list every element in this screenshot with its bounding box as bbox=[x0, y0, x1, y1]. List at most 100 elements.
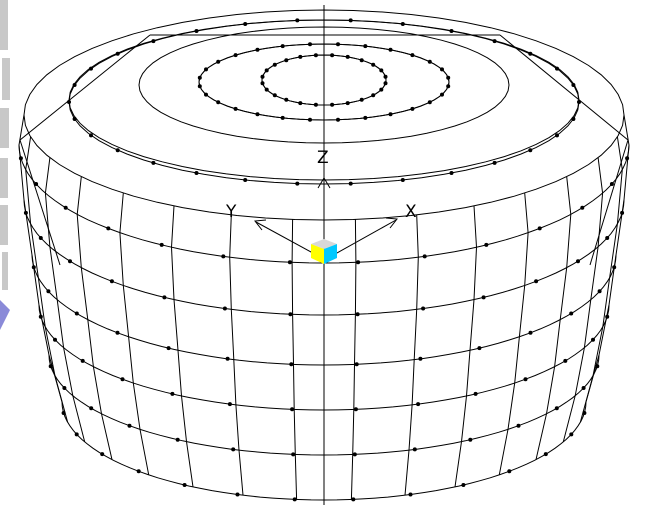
mesh-node bbox=[569, 311, 574, 316]
mesh-node bbox=[371, 62, 376, 67]
mesh-node bbox=[115, 51, 120, 56]
mesh-node bbox=[345, 101, 350, 106]
cube-icon bbox=[311, 239, 337, 264]
mesh-node bbox=[440, 92, 444, 97]
mesh-node bbox=[492, 160, 497, 165]
mesh-node bbox=[449, 171, 454, 175]
mesh-node bbox=[74, 432, 79, 437]
mesh-node bbox=[591, 337, 595, 342]
mesh-node bbox=[581, 386, 586, 390]
mesh-node bbox=[298, 54, 303, 59]
mesh-node bbox=[89, 66, 93, 71]
mesh-node bbox=[446, 75, 451, 80]
mesh-node bbox=[427, 59, 432, 64]
mesh-node bbox=[528, 51, 533, 56]
mesh-node bbox=[284, 97, 289, 102]
mesh-node bbox=[620, 210, 625, 215]
side-meridian bbox=[404, 214, 419, 496]
mesh-node bbox=[554, 406, 559, 411]
mesh-node bbox=[379, 87, 384, 92]
mesh-node bbox=[62, 386, 67, 390]
mesh-node bbox=[388, 112, 393, 117]
mesh-node bbox=[516, 423, 521, 428]
mesh-node bbox=[422, 254, 427, 259]
mesh-node bbox=[421, 306, 426, 311]
mesh-node bbox=[528, 148, 533, 153]
mesh-node bbox=[371, 93, 376, 98]
mesh-node bbox=[170, 391, 175, 396]
mesh-node bbox=[72, 83, 77, 87]
mesh-node bbox=[543, 452, 548, 457]
rim-brace-left-1 bbox=[19, 34, 151, 141]
rim-brace-left-2 bbox=[19, 139, 61, 266]
mesh-node bbox=[477, 346, 482, 351]
mesh-node bbox=[72, 117, 77, 121]
mesh-node bbox=[363, 115, 368, 120]
mesh-node bbox=[227, 402, 232, 407]
mesh-node bbox=[204, 67, 208, 72]
mesh-node bbox=[89, 133, 93, 138]
mesh-node bbox=[484, 242, 489, 247]
mesh-node bbox=[295, 18, 300, 23]
mesh-node bbox=[418, 356, 423, 361]
mesh-node bbox=[197, 75, 202, 80]
side-meridian bbox=[585, 114, 630, 403]
side-meridian bbox=[498, 192, 529, 475]
mesh-node bbox=[388, 47, 393, 52]
mesh-node bbox=[609, 182, 614, 186]
mesh-node bbox=[216, 100, 221, 105]
mesh-node bbox=[625, 156, 630, 161]
side-meridian bbox=[76, 176, 113, 460]
mesh-node bbox=[197, 84, 202, 89]
x-axis-line bbox=[327, 219, 397, 259]
mesh-node bbox=[379, 68, 384, 73]
mesh-node bbox=[31, 265, 36, 270]
mesh-node bbox=[23, 210, 28, 215]
mesh-node bbox=[280, 115, 285, 120]
mesh-node bbox=[159, 242, 164, 247]
mesh-node bbox=[289, 362, 294, 367]
mesh-node bbox=[63, 205, 68, 210]
mesh-node bbox=[287, 260, 292, 265]
mesh-node bbox=[264, 87, 269, 92]
mesh-node bbox=[18, 156, 23, 161]
mesh-node bbox=[89, 406, 94, 411]
mesh-node bbox=[363, 44, 368, 49]
mesh-node bbox=[100, 452, 105, 457]
mesh-node bbox=[74, 311, 79, 316]
mesh-node bbox=[166, 346, 171, 351]
mesh-node bbox=[233, 53, 238, 58]
mesh-node bbox=[446, 84, 451, 89]
mesh-node bbox=[291, 452, 296, 457]
mesh-node bbox=[355, 312, 360, 317]
mesh-node bbox=[569, 432, 574, 437]
mesh-node bbox=[175, 437, 180, 442]
mesh-node bbox=[481, 295, 486, 300]
mesh-node bbox=[216, 59, 221, 64]
rim-brace-right-2 bbox=[589, 139, 629, 266]
mesh-node bbox=[284, 58, 289, 63]
mesh-node bbox=[571, 117, 576, 121]
mesh-node bbox=[410, 106, 415, 111]
mesh-node bbox=[272, 93, 277, 98]
mesh-node bbox=[106, 226, 111, 231]
z-axis-label: Z bbox=[317, 148, 329, 168]
mesh-node bbox=[115, 330, 120, 335]
mesh-node bbox=[582, 411, 587, 415]
mesh-node bbox=[290, 407, 295, 412]
mesh-node bbox=[292, 497, 297, 502]
mesh-node bbox=[46, 289, 51, 294]
side-meridian bbox=[350, 219, 357, 500]
mesh-node bbox=[492, 39, 497, 44]
mesh-node bbox=[38, 314, 43, 319]
mesh-node bbox=[295, 181, 300, 186]
mesh-node bbox=[523, 377, 528, 382]
mesh-node bbox=[235, 492, 240, 497]
mesh-node bbox=[555, 133, 559, 138]
mesh-node bbox=[222, 306, 227, 311]
mesh-node bbox=[400, 178, 405, 182]
mesh-node bbox=[308, 42, 312, 47]
mesh-node bbox=[313, 102, 318, 107]
mesh-node bbox=[352, 452, 357, 457]
